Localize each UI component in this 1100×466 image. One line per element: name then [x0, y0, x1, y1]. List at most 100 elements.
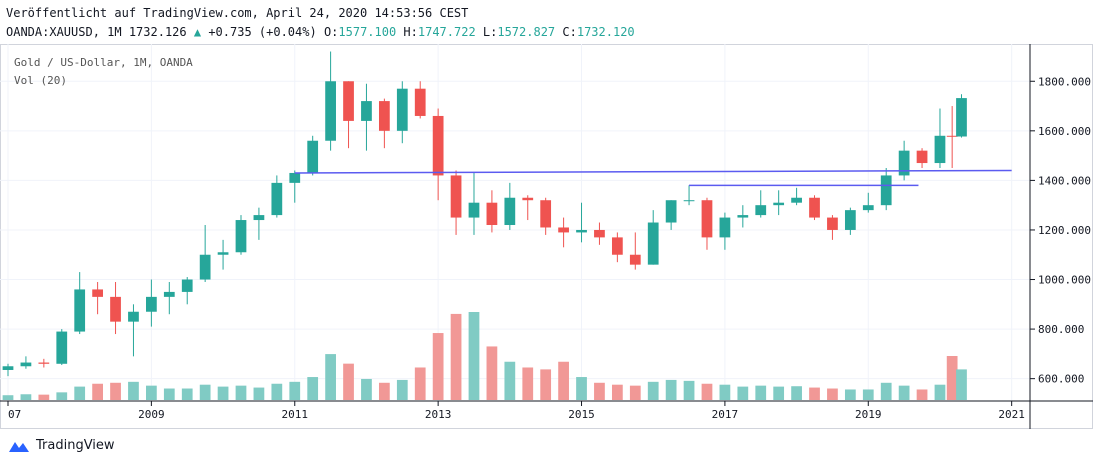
change-text: +0.735 (+0.04%) [208, 25, 317, 39]
volume-bar [128, 381, 139, 400]
tradingview-logo-icon [9, 441, 29, 452]
candle-body [558, 227, 569, 233]
volume-bar [253, 387, 265, 400]
volume-bar [56, 392, 68, 400]
candle-body [56, 331, 68, 364]
volume-bar [629, 385, 641, 400]
candle-body [128, 311, 139, 322]
candle-body [576, 229, 587, 233]
legend-volume: Vol (20) [14, 74, 67, 87]
price-tick-label: 800.000 [1038, 323, 1084, 336]
candle-body [683, 200, 695, 202]
volume-bar [594, 382, 605, 400]
candle-body [92, 289, 103, 297]
time-tick-label: 2021 [998, 408, 1025, 421]
volume-bar [665, 379, 677, 400]
chart-frame [0, 44, 1093, 429]
time-axis[interactable]: 07 2009 2011 2013 2015 2017 2019 2021 [7, 401, 1025, 421]
candle-body [844, 210, 856, 230]
published-text: Veröffentlicht auf TradingView.com, Apri… [6, 6, 469, 20]
candle-body [504, 197, 516, 225]
candle-body [701, 200, 713, 238]
candle-body [665, 200, 677, 223]
volume-bar [396, 379, 408, 400]
candle-body [307, 140, 319, 173]
brand-text: TradingView [36, 438, 115, 453]
volume-bar [522, 367, 534, 400]
volume-bar [235, 385, 247, 400]
candles [2, 51, 967, 377]
volume-bar [343, 363, 354, 400]
candle-body [540, 200, 552, 228]
candle-body [74, 289, 86, 332]
time-tick-label: 2011 [282, 408, 309, 421]
candle-body [916, 150, 928, 164]
candle-body [325, 81, 336, 141]
time-tick-label: 2015 [568, 408, 595, 421]
volume-bar [701, 383, 713, 400]
close-value: 1732.120 [576, 25, 635, 39]
candle-body [647, 222, 659, 265]
volume-bar [468, 312, 480, 400]
candle-body [181, 279, 193, 292]
volume-bar [378, 382, 390, 400]
high-label: H: [403, 25, 418, 39]
candle-body [827, 217, 838, 230]
candle-body [199, 254, 211, 280]
volume-bar [414, 367, 426, 400]
volume-bar [74, 386, 86, 400]
price-axis[interactable]: 1800.000 1600.000 1400.000 1200.000 1000.000… [1030, 75, 1091, 386]
volume-bar [827, 388, 838, 400]
candle-body [946, 135, 958, 137]
candle-body [450, 175, 462, 218]
candle-body [737, 215, 749, 218]
symbol-text[interactable]: OANDA:XAUUSD, 1M 1732.126 [6, 25, 187, 39]
up-arrow-icon: ▲ [193, 25, 202, 39]
open-label: O: [323, 25, 339, 39]
volume-bar [611, 384, 623, 400]
candle-body [880, 175, 892, 206]
time-tick-label: 2013 [425, 408, 452, 421]
trendlines[interactable] [294, 169, 1012, 187]
candle-body [38, 362, 50, 364]
volume-bar [38, 394, 50, 400]
price-chart[interactable]: 1800.000 1600.000 1400.000 1200.000 1000.000… [0, 44, 1100, 434]
volume-bar [934, 384, 946, 400]
volume-bar [325, 354, 336, 400]
candle-body [271, 182, 283, 216]
candle-body [522, 197, 534, 201]
tradingview-brand[interactable]: TradingView [8, 438, 115, 453]
candle-body [253, 215, 265, 221]
candle-body [862, 205, 874, 211]
candle-body [809, 197, 820, 218]
volume-bar [683, 380, 695, 400]
candle-body [934, 135, 946, 164]
volume-bar [199, 384, 211, 400]
candle-body [755, 205, 767, 216]
volume-bar [2, 395, 14, 400]
candle-body [396, 88, 408, 131]
price-tick-label: 1200.000 [1038, 224, 1091, 237]
volume-bar [289, 381, 301, 400]
candle-body [898, 150, 910, 176]
close-label: C: [562, 25, 577, 39]
volume-bar [307, 377, 319, 400]
price-tick-label: 1400.000 [1038, 174, 1091, 187]
volume-bar [163, 388, 175, 400]
candle-body [594, 229, 605, 238]
candle-body [468, 202, 480, 218]
volume-bar [20, 394, 32, 400]
low-label: L: [482, 25, 498, 39]
volume-bar [110, 382, 121, 400]
volume-bar [898, 385, 910, 400]
volume-bar [880, 382, 892, 400]
volume-bar [773, 386, 785, 400]
time-tick-label: 2019 [855, 408, 882, 421]
candle-body [773, 202, 785, 206]
time-tick-label: 07 [8, 408, 21, 421]
candle-body [146, 296, 157, 312]
volume-bar [92, 383, 103, 400]
grid [0, 44, 1030, 401]
volume-bar [946, 356, 958, 400]
volume-bar [558, 361, 569, 400]
